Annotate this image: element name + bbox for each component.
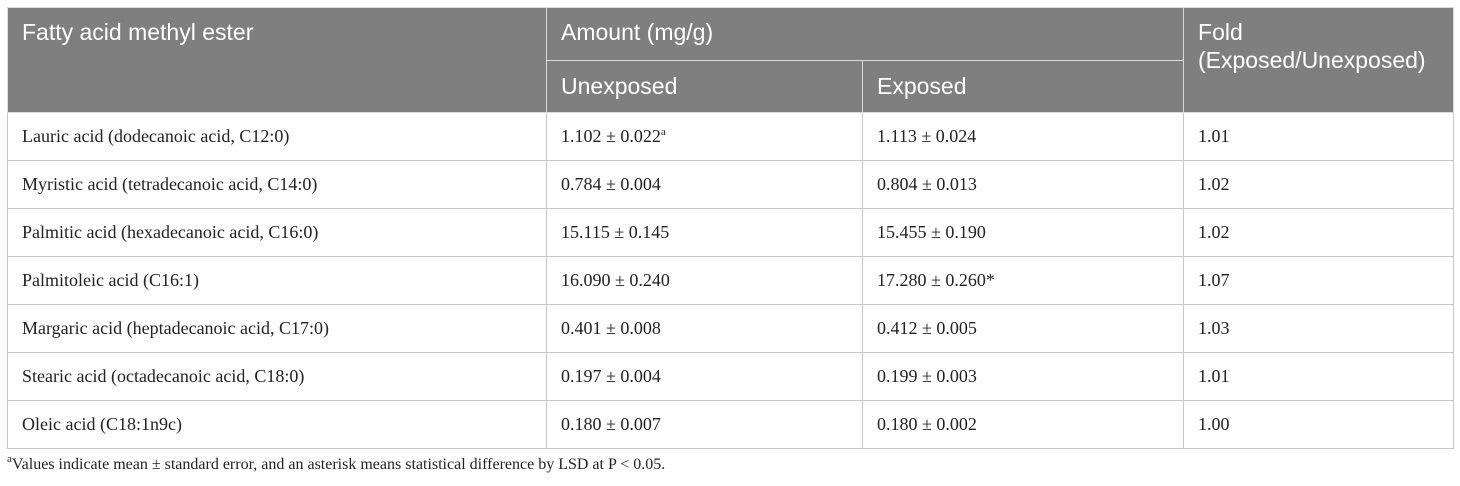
- cell-exposed: 17.280 ± 0.260*: [861, 256, 1185, 305]
- table-row: Palmitoleic acid (C16:1) 16.090 ± 0.240 …: [7, 256, 1455, 305]
- cell-exposed: 0.412 ± 0.005: [861, 304, 1185, 353]
- cell-name: Oleic acid (C18:1n9c): [7, 400, 547, 449]
- header-amount: Amount (mg/g): [545, 7, 1185, 61]
- cell-name: Palmitic acid (hexadecanoic acid, C16:0): [7, 208, 547, 257]
- cell-name: Myristic acid (tetradecanoic acid, C14:0…: [7, 160, 547, 209]
- table-row: Lauric acid (dodecanoic acid, C12:0) 1.1…: [7, 112, 1455, 161]
- fatty-acid-table: Fatty acid methyl ester Amount (mg/g) Fo…: [7, 7, 1455, 449]
- cell-exposed: 0.180 ± 0.002: [861, 400, 1185, 449]
- table-header: Fatty acid methyl ester Amount (mg/g) Fo…: [7, 7, 1455, 113]
- cell-unexposed: 15.115 ± 0.145: [546, 208, 863, 257]
- table-row: Oleic acid (C18:1n9c) 0.180 ± 0.007 0.18…: [7, 400, 1455, 449]
- cell-name: Palmitoleic acid (C16:1): [7, 256, 547, 305]
- footnote-marker: a: [7, 453, 12, 465]
- table-row: Myristic acid (tetradecanoic acid, C14:0…: [7, 160, 1455, 209]
- cell-unexposed: 0.784 ± 0.004: [546, 160, 863, 209]
- header-fold-line1: Fold: [1198, 19, 1243, 45]
- cell-unexposed: 1.102 ± 0.022a: [546, 112, 863, 161]
- fatty-acid-table-container: Fatty acid methyl ester Amount (mg/g) Fo…: [7, 7, 1455, 449]
- cell-unexposed: 0.401 ± 0.008: [546, 304, 863, 353]
- cell-exposed: 15.455 ± 0.190: [861, 208, 1185, 257]
- table-body: Lauric acid (dodecanoic acid, C12:0) 1.1…: [7, 112, 1455, 449]
- cell-fold: 1.00: [1183, 400, 1455, 449]
- cell-fold: 1.02: [1183, 208, 1455, 257]
- cell-fold: 1.01: [1183, 352, 1455, 401]
- cell-name: Margaric acid (heptadecanoic acid, C17:0…: [7, 304, 547, 353]
- cell-unexposed-value: 1.102 ± 0.022: [561, 126, 661, 146]
- header-fold-line2: (Exposed/Unexposed): [1198, 47, 1426, 73]
- cell-exposed: 0.804 ± 0.013: [861, 160, 1185, 209]
- header-unexposed: Unexposed: [546, 60, 863, 113]
- cell-name: Lauric acid (dodecanoic acid, C12:0): [7, 112, 547, 161]
- header-fatty-acid: Fatty acid methyl ester: [7, 7, 547, 113]
- cell-unexposed: 16.090 ± 0.240: [546, 256, 863, 305]
- cell-fold: 1.01: [1183, 112, 1455, 161]
- cell-name: Stearic acid (octadecanoic acid, C18:0): [7, 352, 547, 401]
- table-row: Margaric acid (heptadecanoic acid, C17:0…: [7, 304, 1455, 353]
- header-exposed: Exposed: [861, 60, 1185, 113]
- cell-fold: 1.02: [1183, 160, 1455, 209]
- table-row: Palmitic acid (hexadecanoic acid, C16:0)…: [7, 208, 1455, 257]
- cell-unexposed: 0.197 ± 0.004: [546, 352, 863, 401]
- footnote-marker: a: [660, 126, 666, 138]
- cell-unexposed: 0.180 ± 0.007: [546, 400, 863, 449]
- cell-exposed: 1.113 ± 0.024: [861, 112, 1185, 161]
- footnote-text: Values indicate mean ± standard error, a…: [11, 456, 666, 473]
- cell-exposed: 0.199 ± 0.003: [861, 352, 1185, 401]
- table-footnote: aValues indicate mean ± standard error, …: [7, 453, 666, 474]
- table-row: Stearic acid (octadecanoic acid, C18:0) …: [7, 352, 1455, 401]
- cell-fold: 1.03: [1183, 304, 1455, 353]
- header-fold: Fold (Exposed/Unexposed): [1183, 7, 1455, 113]
- cell-fold: 1.07: [1183, 256, 1455, 305]
